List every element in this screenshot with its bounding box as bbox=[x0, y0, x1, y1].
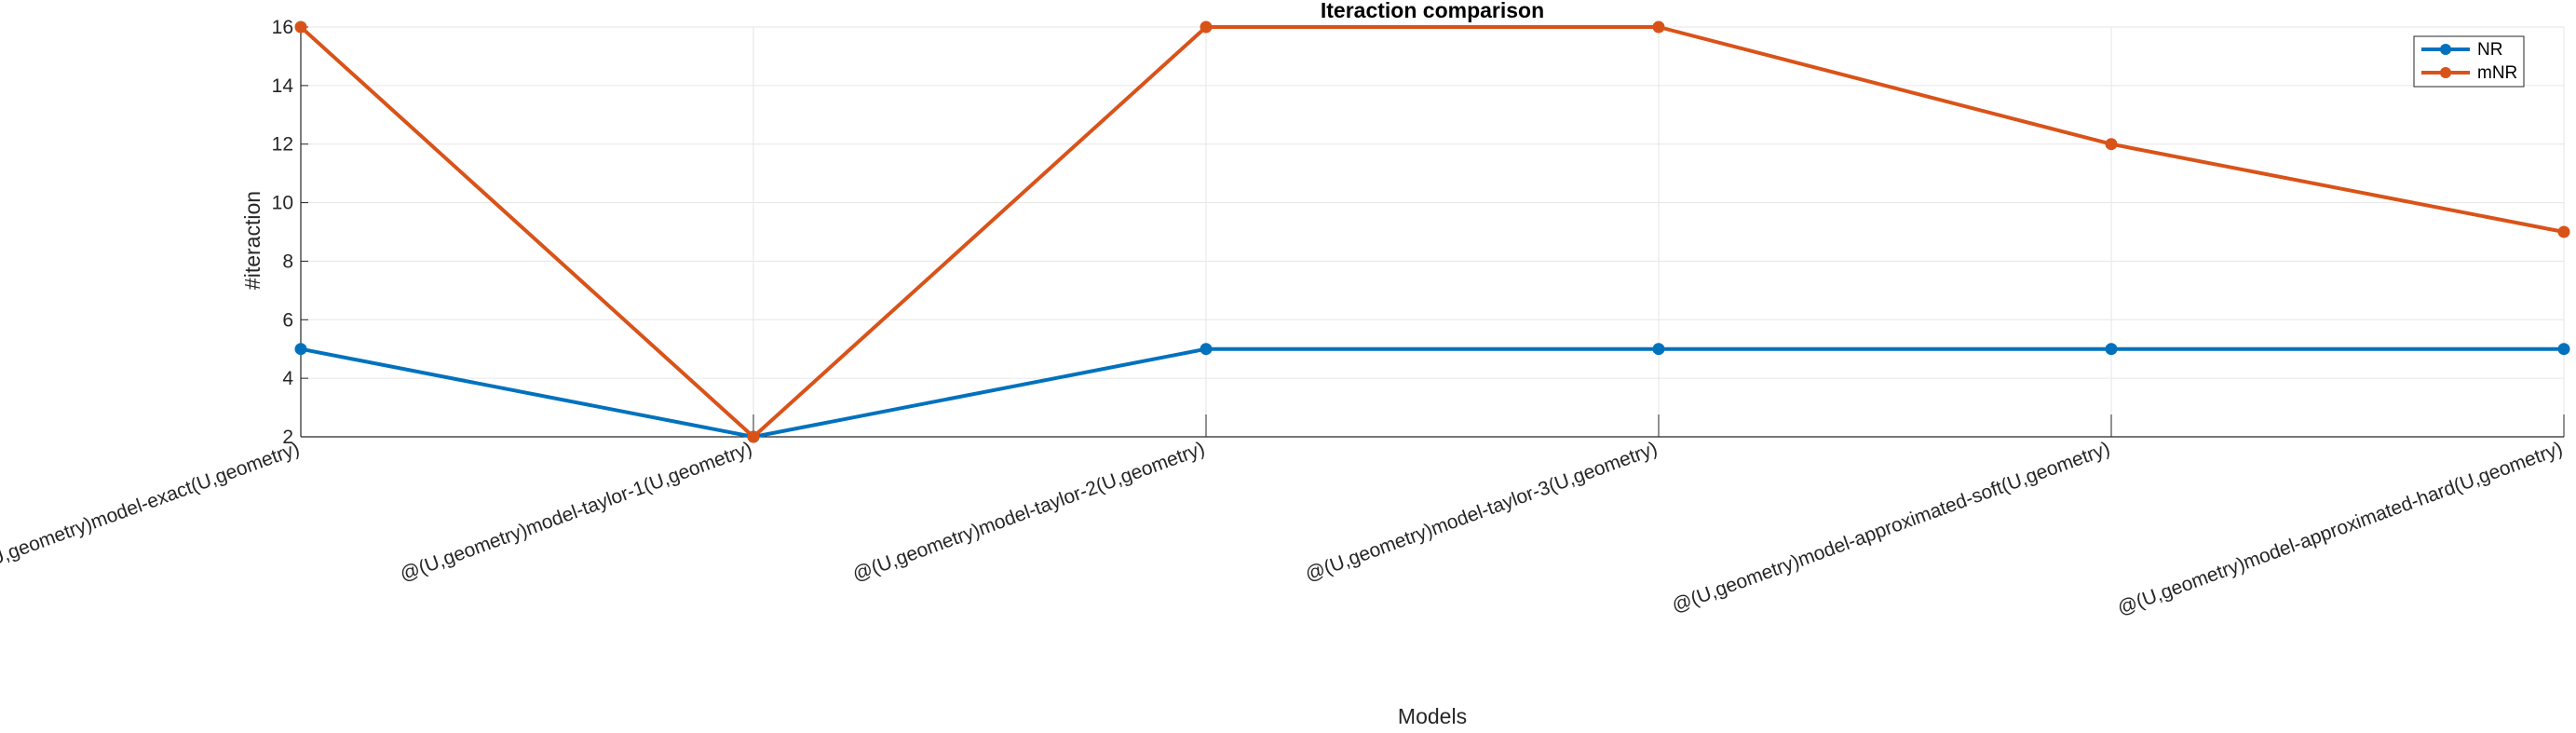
data-point bbox=[1200, 20, 1213, 34]
series-mnr bbox=[294, 20, 2570, 443]
legend-box bbox=[2413, 35, 2525, 88]
axes bbox=[300, 26, 2565, 438]
data-point bbox=[1652, 343, 1665, 356]
data-point bbox=[2105, 138, 2118, 151]
y-tick-label: 12 bbox=[272, 134, 293, 156]
y-tick-label: 4 bbox=[282, 368, 293, 389]
y-tick-label: 16 bbox=[272, 17, 293, 38]
data-point bbox=[2557, 343, 2570, 356]
x-tick-label: @(U,geometry)model-exact(U,geometry) bbox=[0, 438, 303, 579]
y-axis-title: #iteraction bbox=[240, 191, 264, 290]
series-group bbox=[294, 20, 2570, 443]
y-tick-label: 6 bbox=[282, 309, 293, 331]
y-tick-label: 2 bbox=[282, 427, 293, 448]
x-tick-label: @(U,geometry)model-approximated-hard(U,g… bbox=[2115, 438, 2566, 619]
series-nr bbox=[294, 343, 2570, 443]
plot-area bbox=[301, 27, 2564, 437]
legend: NR mNR bbox=[2413, 35, 2525, 88]
data-point bbox=[2557, 225, 2570, 238]
series-line bbox=[299, 25, 2565, 439]
data-point bbox=[747, 430, 760, 443]
legend-marker bbox=[2440, 67, 2451, 78]
data-point bbox=[294, 343, 307, 356]
grid bbox=[300, 26, 2565, 438]
legend-label: NR bbox=[2477, 40, 2502, 60]
data-point bbox=[1200, 343, 1213, 356]
data-point bbox=[294, 20, 307, 34]
chart-title: Iteraction comparison bbox=[1321, 0, 1544, 22]
y-tick-label: 8 bbox=[282, 251, 293, 272]
data-point bbox=[2105, 343, 2118, 356]
y-tick-label: 14 bbox=[272, 75, 294, 97]
legend-item-nr: NR bbox=[2421, 40, 2502, 60]
y-tick-label: 10 bbox=[272, 193, 293, 214]
x-tick-label: @(U,geometry)model-taylor-3(U,geometry) bbox=[1302, 438, 1660, 586]
x-axis-title: Models bbox=[1398, 704, 1467, 728]
x-tick-label: @(U,geometry)model-taylor-2(U,geometry) bbox=[849, 438, 1207, 586]
data-point bbox=[1652, 20, 1665, 34]
legend-marker bbox=[2440, 44, 2451, 55]
legend-label: mNR bbox=[2477, 63, 2517, 83]
legend-item-mnr: mNR bbox=[2421, 63, 2517, 83]
x-tick-label: @(U,geometry)model-approximated-soft(U,g… bbox=[1669, 438, 2112, 617]
x-tick-label: @(U,geometry)model-taylor-1(U,geometry) bbox=[397, 438, 754, 586]
series-line bbox=[300, 346, 2564, 439]
